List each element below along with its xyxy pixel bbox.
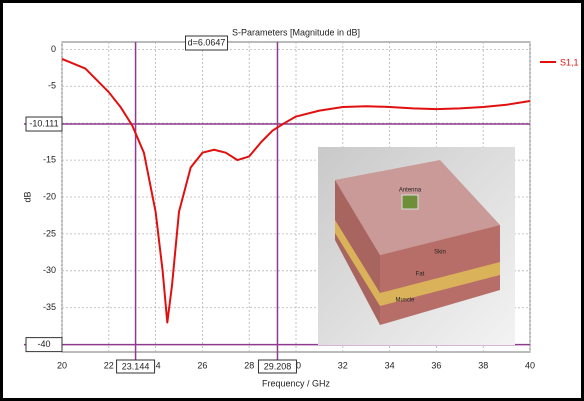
marker-label: -10.111: [29, 118, 58, 128]
y-tick-label: -20: [43, 191, 56, 201]
y-axis-label: dB: [22, 191, 32, 202]
marker-label: 29.208: [264, 361, 292, 371]
marker-label: 23.144: [122, 361, 150, 371]
antenna-patch: [402, 195, 418, 209]
x-tick-label: 26: [197, 360, 207, 370]
x-axis-label: Frequency / GHz: [262, 378, 331, 388]
y-tick-label: 0: [51, 44, 56, 54]
inset-label: Antenna: [399, 188, 422, 194]
y-tick-label: -30: [43, 265, 56, 275]
x-tick-label: 20: [57, 360, 67, 370]
y-tick-label: -5: [48, 81, 56, 91]
delta-label: d=6.0647: [188, 37, 226, 47]
y-tick-label: -15: [43, 154, 56, 164]
inset-label: Muscle: [395, 298, 415, 304]
inset: Antenna Skin Fat Muscle: [318, 147, 515, 345]
x-tick-label: 34: [385, 360, 395, 370]
x-tick-label: 38: [478, 360, 488, 370]
x-tick-label: 22: [104, 360, 114, 370]
chart-title: S-Parameters [Magnitude in dB]: [232, 27, 360, 37]
chart: S-Parameters [Magnitude in dB] Frequency…: [0, 0, 584, 401]
marker-label: -40: [37, 339, 50, 349]
x-tick-label: 28: [244, 360, 254, 370]
x-tick-label: 32: [338, 360, 348, 370]
x-tick-label: 36: [431, 360, 441, 370]
x-tick-label: 40: [525, 360, 535, 370]
y-tick-label: -35: [43, 302, 56, 312]
legend-label: S1,1: [560, 57, 579, 67]
inset-label: Fat: [416, 272, 425, 278]
y-tick-label: -25: [43, 228, 56, 238]
inset-label: Skin: [434, 250, 446, 256]
